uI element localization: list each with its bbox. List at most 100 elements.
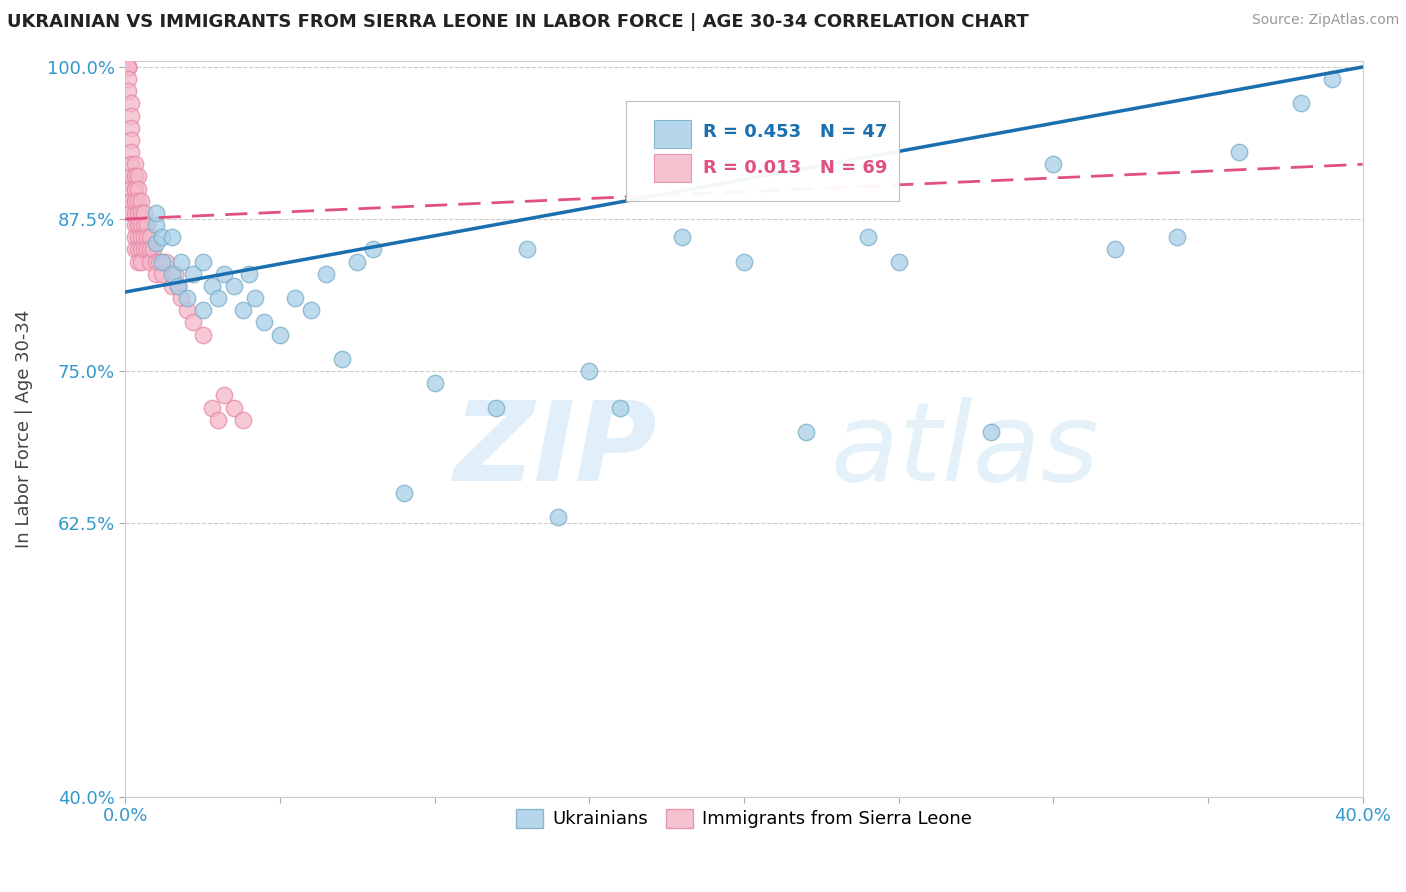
Point <box>170 291 193 305</box>
Point <box>160 279 183 293</box>
Point <box>167 279 190 293</box>
Point <box>1289 96 1312 111</box>
Point <box>160 267 183 281</box>
Point <box>201 401 224 415</box>
Point <box>361 243 384 257</box>
Point <box>136 243 159 257</box>
Point <box>269 327 291 342</box>
Point <box>121 120 143 135</box>
Point <box>152 267 174 281</box>
Point <box>121 194 143 208</box>
Point <box>139 254 162 268</box>
Point <box>121 169 143 184</box>
Point <box>129 218 152 232</box>
Point <box>201 279 224 293</box>
Point <box>132 218 155 232</box>
Point <box>121 96 143 111</box>
Point <box>145 267 167 281</box>
Point <box>214 388 236 402</box>
Point <box>124 181 146 195</box>
Point <box>671 230 693 244</box>
Point <box>191 303 214 318</box>
Point <box>183 315 205 329</box>
Point <box>222 401 245 415</box>
Point <box>207 291 229 305</box>
Point <box>733 254 755 268</box>
Point <box>127 194 149 208</box>
Point <box>132 243 155 257</box>
Point <box>127 206 149 220</box>
Legend: Ukrainians, Immigrants from Sierra Leone: Ukrainians, Immigrants from Sierra Leone <box>509 802 979 836</box>
Point <box>148 254 170 268</box>
Point <box>315 267 337 281</box>
Point <box>127 181 149 195</box>
Point <box>330 351 353 366</box>
Point <box>547 510 569 524</box>
Point <box>887 254 910 268</box>
FancyBboxPatch shape <box>627 102 898 201</box>
Point <box>794 425 817 439</box>
Point <box>139 243 162 257</box>
Point <box>127 230 149 244</box>
Point <box>1042 157 1064 171</box>
Point <box>1227 145 1250 160</box>
Point <box>1320 72 1343 87</box>
Point <box>423 376 446 391</box>
Point <box>121 133 143 147</box>
Point <box>121 181 143 195</box>
Point <box>127 243 149 257</box>
Point <box>121 157 143 171</box>
Point <box>167 279 190 293</box>
Point <box>980 425 1002 439</box>
Point <box>129 206 152 220</box>
Point <box>129 194 152 208</box>
Y-axis label: In Labor Force | Age 30-34: In Labor Force | Age 30-34 <box>15 310 32 548</box>
Point <box>191 254 214 268</box>
FancyBboxPatch shape <box>654 120 690 148</box>
Point <box>145 254 167 268</box>
Point <box>145 218 167 232</box>
Point <box>124 194 146 208</box>
Point <box>299 303 322 318</box>
Point <box>142 243 165 257</box>
Point <box>485 401 508 415</box>
Point <box>124 243 146 257</box>
Point <box>129 230 152 244</box>
Text: atlas: atlas <box>831 398 1099 505</box>
Point <box>132 230 155 244</box>
Point <box>136 230 159 244</box>
Point <box>155 254 177 268</box>
Point <box>232 413 254 427</box>
Point <box>124 206 146 220</box>
Point <box>238 267 260 281</box>
Point <box>145 206 167 220</box>
Point <box>121 145 143 160</box>
Text: Source: ZipAtlas.com: Source: ZipAtlas.com <box>1251 13 1399 28</box>
Point <box>121 109 143 123</box>
Point <box>160 230 183 244</box>
Point <box>152 254 174 268</box>
Point <box>117 60 139 74</box>
Point <box>232 303 254 318</box>
Point <box>124 181 146 195</box>
Point <box>124 169 146 184</box>
Point <box>856 230 879 244</box>
Text: ZIP: ZIP <box>454 398 658 505</box>
Point <box>124 194 146 208</box>
Point <box>183 267 205 281</box>
Point <box>117 60 139 74</box>
Point <box>191 327 214 342</box>
Point <box>127 169 149 184</box>
Point <box>139 230 162 244</box>
Point <box>152 230 174 244</box>
Point <box>117 72 139 87</box>
Point <box>207 413 229 427</box>
Point <box>124 230 146 244</box>
Point <box>346 254 368 268</box>
Point <box>121 206 143 220</box>
Point <box>609 401 631 415</box>
Point <box>284 291 307 305</box>
Point <box>1104 243 1126 257</box>
Point <box>176 303 198 318</box>
Point <box>392 485 415 500</box>
